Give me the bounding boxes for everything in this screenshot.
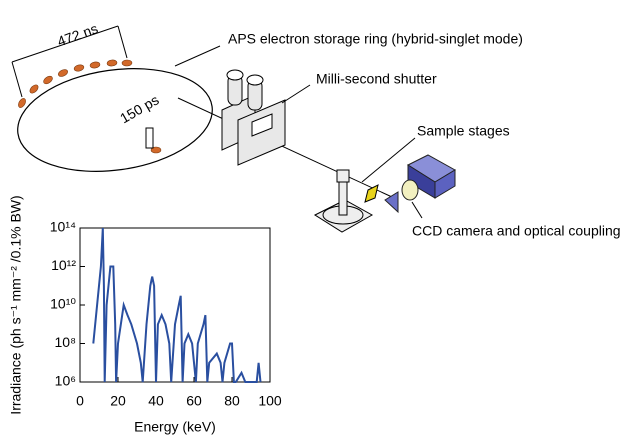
y-tick-label: 10¹² (51, 257, 76, 273)
y-tick-label: 10¹⁰ (50, 296, 76, 312)
sample-stage (315, 170, 378, 232)
y-tick-label: 10⁸ (55, 334, 77, 350)
dimension-lines (12, 26, 220, 148)
y-tick-label: 10⁶ (55, 373, 76, 389)
x-axis-title: Energy (keV) (134, 419, 216, 435)
x-tick-label: 100 (258, 393, 282, 409)
ccd-label: CCD camera and optical coupling (412, 223, 621, 239)
y-tick-label: 10¹⁴ (50, 219, 76, 235)
y-axis-title: Irradiance (ph s⁻¹ mm⁻² /0.1% BW) (8, 195, 24, 414)
storage-ring (11, 57, 219, 183)
shutter (222, 70, 285, 165)
x-tick-label: 60 (186, 393, 202, 409)
plot: 10⁶ 10⁸ 10¹⁰ 10¹² 10¹⁴ 0 20 40 60 80 100 (50, 219, 282, 409)
ccd-camera (385, 155, 455, 212)
bunch-length-label: 150 ps (117, 91, 161, 126)
shutter-label: Milli-second shutter (316, 71, 437, 87)
shutter-pointer (282, 85, 310, 103)
sample-label: Sample stages (417, 123, 510, 139)
x-tick-label: 40 (148, 393, 164, 409)
figure: 472 ns 150 ps APS electron storage ring … (0, 0, 643, 439)
x-tick-label: 0 (76, 393, 84, 409)
ring-label: APS electron storage ring (hybrid-single… (228, 31, 523, 47)
x-tick-label: 20 (110, 393, 126, 409)
spectrum-line (93, 228, 260, 382)
x-tick-label: 80 (224, 393, 240, 409)
ring-period-label: 472 ns (55, 20, 100, 49)
plot-frame (80, 228, 270, 382)
ccd-pointer (412, 202, 422, 218)
sample-pointer (362, 138, 415, 182)
